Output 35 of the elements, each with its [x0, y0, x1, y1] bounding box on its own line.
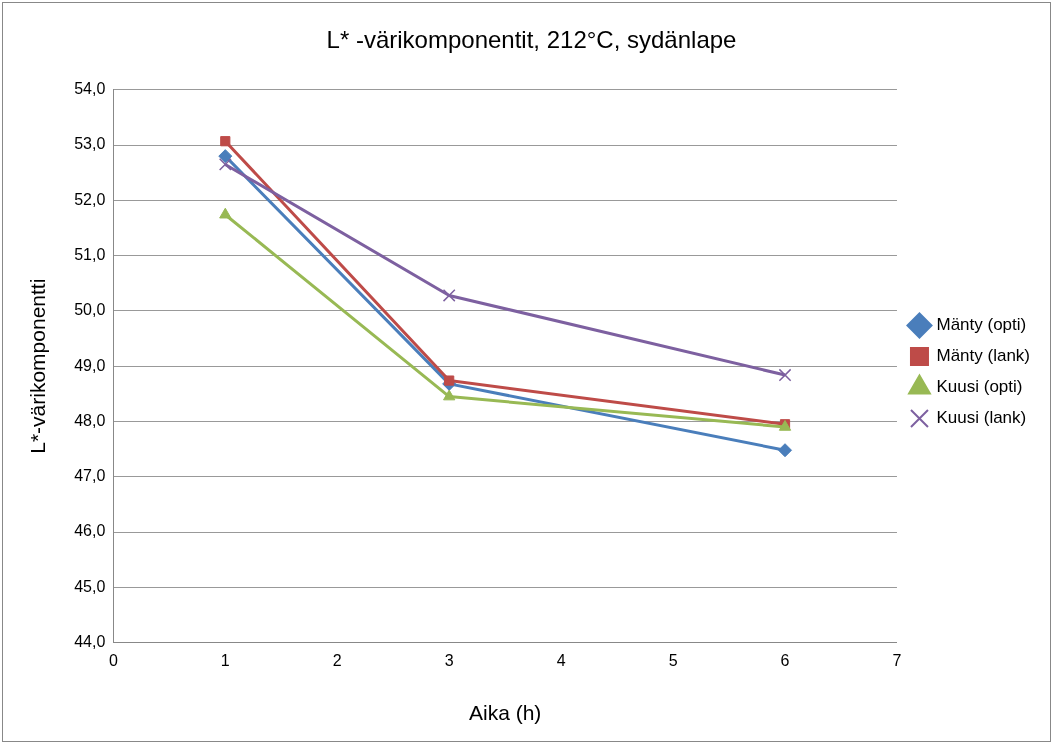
- y-tick-label: 45,0: [74, 577, 106, 595]
- point: [218, 149, 233, 164]
- y-tick-label: 49,0: [74, 356, 106, 374]
- point: [219, 207, 232, 219]
- y-tick-label: 48,0: [74, 411, 106, 429]
- x-axis-title: Aika (h): [468, 701, 542, 725]
- point: [220, 136, 231, 147]
- y-tick-label: 46,0: [74, 522, 106, 540]
- chart-title: L* -värikomponentit, 212°C, sydänlape: [326, 26, 737, 54]
- y-tick-label: 51,0: [74, 246, 106, 264]
- point: [442, 289, 456, 302]
- x-tick-label: 4: [556, 651, 566, 669]
- y-tick-label: 50,0: [74, 301, 106, 319]
- x-tick-label: 2: [332, 651, 342, 669]
- legend-label: Mänty (opti): [936, 315, 1027, 335]
- point: [444, 375, 455, 386]
- point: [443, 389, 456, 401]
- x-tick-label: 0: [108, 651, 118, 669]
- x-tick-label: 1: [220, 651, 230, 669]
- point: [778, 443, 793, 458]
- y-tick-label: 47,0: [74, 467, 106, 485]
- y-tick-label: 53,0: [74, 135, 106, 153]
- legend-label: Kuusi (lank): [936, 408, 1027, 428]
- legend-label: Mänty (lank): [936, 346, 1031, 366]
- x-tick-label: 6: [780, 651, 790, 669]
- y-axis-title: L*-värikomponentti: [26, 278, 50, 454]
- x-tick-label: 5: [668, 651, 678, 669]
- point: [218, 158, 232, 171]
- x-tick-label: 3: [444, 651, 454, 669]
- y-tick-label: 52,0: [74, 190, 106, 208]
- y-tick-label: 54,0: [74, 80, 106, 98]
- point: [778, 368, 792, 382]
- legend-label: Kuusi (opti): [936, 377, 1023, 397]
- y-tick-label: 44,0: [74, 633, 106, 651]
- x-tick-label: 7: [892, 651, 902, 669]
